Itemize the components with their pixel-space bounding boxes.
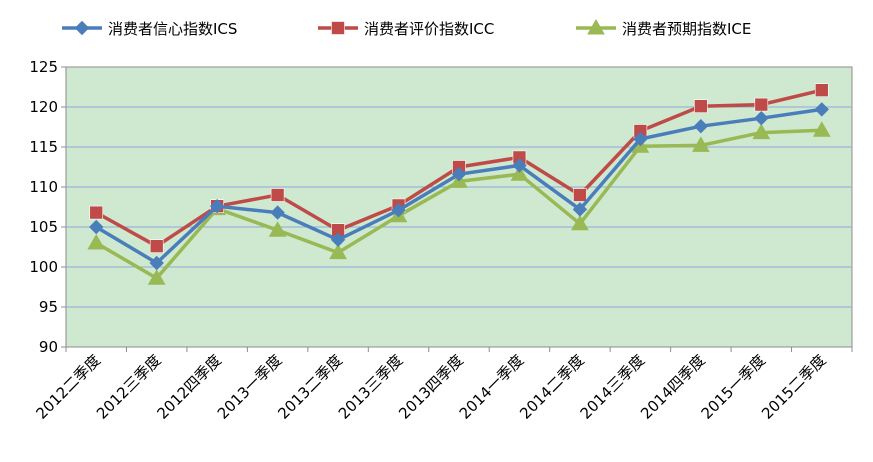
data-point xyxy=(330,232,346,248)
legend-label: 消费者预期指数ICE xyxy=(622,20,751,38)
data-point xyxy=(149,239,164,253)
legend-swatch-marker xyxy=(74,20,90,36)
legend-entry: 消费者评价指数ICC xyxy=(318,20,494,38)
series-1 xyxy=(89,102,829,271)
data-point xyxy=(812,121,831,137)
data-point xyxy=(573,188,587,202)
axes xyxy=(61,66,853,352)
legend-label: 消费者评价指数ICC xyxy=(364,20,494,38)
x-tick-label: 2015二季度 xyxy=(758,351,830,423)
data-point xyxy=(270,205,285,220)
series-group xyxy=(87,83,831,285)
data-point xyxy=(270,188,285,202)
data-point xyxy=(691,136,710,152)
y-tick-label: 120 xyxy=(29,98,58,116)
x-tick-label: 2013二季度 xyxy=(274,351,346,423)
data-point xyxy=(814,102,829,117)
data-point xyxy=(694,99,708,113)
x-tick-label: 2014四季度 xyxy=(637,351,709,423)
data-point xyxy=(814,83,829,97)
y-tick-label: 100 xyxy=(29,258,58,276)
data-point xyxy=(571,214,589,231)
x-tick-label: 2013四季度 xyxy=(395,351,467,423)
x-tick-labels: 2012二季度2012三季度2012四季度2013一季度2013二季度2013三… xyxy=(33,351,830,423)
data-point xyxy=(754,110,769,126)
x-tick-label: 2014二季度 xyxy=(516,351,588,423)
y-tick-label: 95 xyxy=(39,298,58,316)
y-tick-label: 90 xyxy=(39,338,58,356)
y-tick-label: 125 xyxy=(29,58,58,76)
data-point xyxy=(451,166,467,182)
data-point xyxy=(752,123,771,140)
legend-label: 消费者信心指数ICS xyxy=(108,20,237,38)
legend-swatch-marker xyxy=(331,21,345,35)
legend-swatch-marker xyxy=(587,18,605,35)
data-point xyxy=(89,219,104,235)
x-tick-label: 2012三季度 xyxy=(93,351,165,423)
x-tick-label: 2012二季度 xyxy=(33,351,105,423)
data-point xyxy=(510,165,529,181)
data-point xyxy=(754,97,769,112)
x-tick-label: 2012四季度 xyxy=(153,351,225,423)
legend-entry: 消费者信心指数ICS xyxy=(62,20,237,38)
data-point xyxy=(512,158,527,173)
x-tick-label: 2013一季度 xyxy=(214,351,286,423)
plot-area xyxy=(65,66,853,348)
y-tick-label: 105 xyxy=(29,218,58,236)
data-point xyxy=(329,243,347,260)
x-tick-label: 2014三季度 xyxy=(577,351,649,423)
x-tick-label: 2014一季度 xyxy=(456,351,528,423)
legend-entry: 消费者预期指数ICE xyxy=(576,18,751,38)
data-point xyxy=(633,131,648,147)
data-point xyxy=(693,118,709,134)
x-tick-label: 2013三季度 xyxy=(335,351,407,423)
data-point xyxy=(149,255,164,271)
data-point xyxy=(89,205,104,220)
data-point xyxy=(572,202,588,217)
legend: 消费者信心指数ICS 消费者评价指数ICC 消费者预期指数ICE xyxy=(62,18,751,38)
data-point xyxy=(87,233,106,250)
data-point xyxy=(268,221,287,237)
data-point xyxy=(391,202,406,218)
y-tick-label: 115 xyxy=(29,138,58,156)
x-tick-label: 2015一季度 xyxy=(698,351,770,423)
data-point xyxy=(209,198,225,214)
y-tick-labels: 90 95 100 105 110 115 120 125 xyxy=(29,58,58,356)
data-point xyxy=(147,269,166,285)
y-tick-label: 110 xyxy=(29,178,58,196)
